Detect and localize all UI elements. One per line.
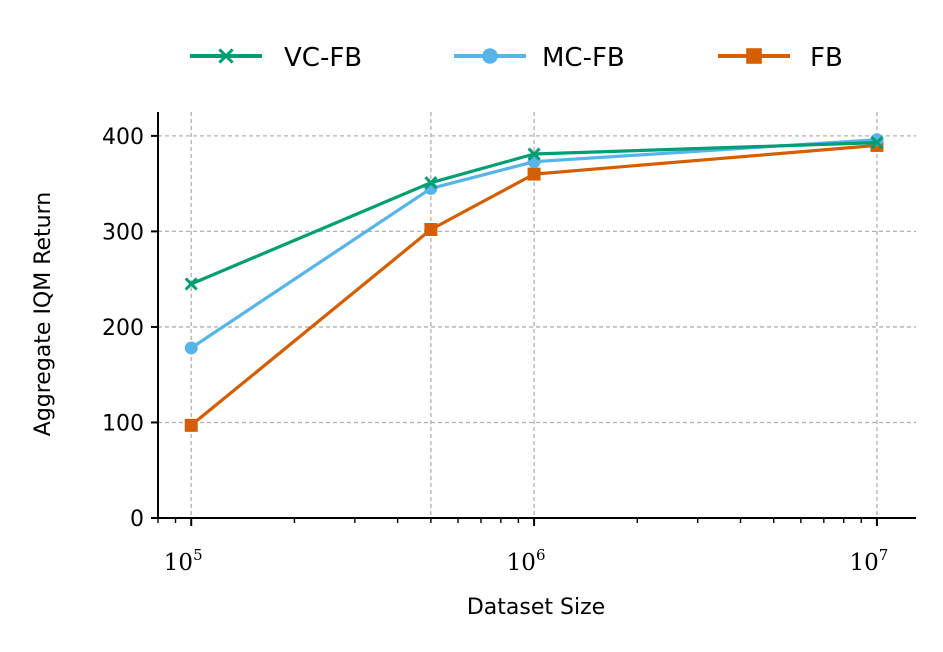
marker-stroke xyxy=(184,277,198,291)
legend-marker xyxy=(746,48,762,64)
data-point-vc-fb xyxy=(870,136,884,150)
data-point-vc-fb xyxy=(424,176,438,190)
data-point-fb xyxy=(184,418,198,432)
y-axis-label: Aggregate IQM Return xyxy=(31,192,56,436)
legend-item-fb: FB xyxy=(718,43,843,73)
series-line-fb xyxy=(190,143,878,427)
data-point-mc-fb xyxy=(184,341,198,355)
series-line-mc-fb xyxy=(190,138,878,350)
legend: VC-FB MC-FB FB xyxy=(190,43,843,73)
data-point-vc-fb xyxy=(527,147,541,161)
x-axis-label: Dataset Size xyxy=(467,595,605,620)
y-tick-label: 300 xyxy=(102,220,144,245)
y-tick-label: 0 xyxy=(130,507,144,532)
legend-item-vc-fb: VC-FB xyxy=(190,43,362,73)
marker-stroke xyxy=(218,48,234,64)
x-tick-label: 105 xyxy=(164,546,203,576)
y-tick-label: 400 xyxy=(102,125,144,150)
series-layer xyxy=(184,133,884,432)
y-tick-label: 100 xyxy=(102,411,144,436)
x-tick-label: 106 xyxy=(507,546,546,576)
data-point-fb xyxy=(424,223,438,237)
axes xyxy=(157,112,916,519)
legend-label: FB xyxy=(810,43,843,73)
data-point-fb xyxy=(527,167,541,181)
data-point-vc-fb xyxy=(184,277,198,291)
x-tick-label: 107 xyxy=(850,546,889,576)
legend-marker xyxy=(218,48,234,64)
ticks: 0 100 200 300 400 105 106 107 xyxy=(102,125,888,576)
marker-stroke xyxy=(870,136,884,150)
y-tick-label: 200 xyxy=(102,316,144,341)
legend-item-mc-fb: MC-FB xyxy=(454,43,625,73)
legend-label: VC-FB xyxy=(284,43,362,73)
legend-label: MC-FB xyxy=(542,43,625,73)
marker-stroke xyxy=(424,176,438,190)
marker-stroke xyxy=(527,147,541,161)
series-line-vc-fb xyxy=(190,141,877,286)
legend-marker xyxy=(482,48,498,64)
grid-lines xyxy=(158,112,916,518)
